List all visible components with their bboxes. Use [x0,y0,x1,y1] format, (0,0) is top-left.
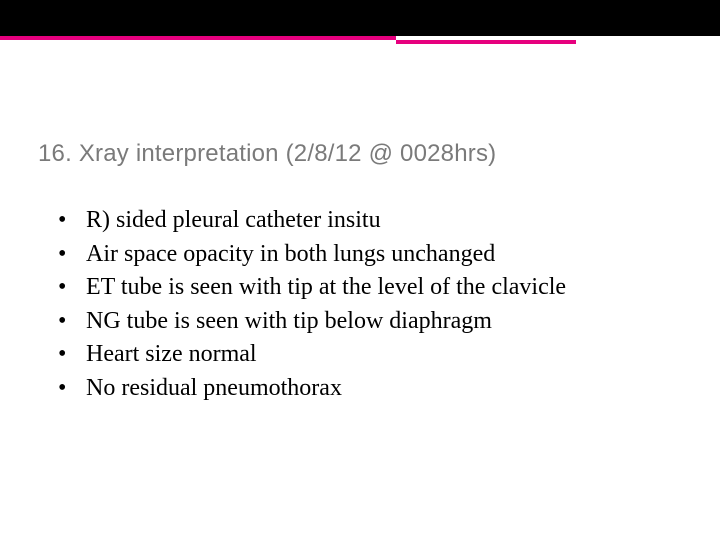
slide: 16. Xray interpretation (2/8/12 @ 0028hr… [0,0,720,540]
list-item: R) sided pleural catheter insitu [58,204,682,238]
list-item: No residual pneumothorax [58,372,682,406]
slide-title: 16. Xray interpretation (2/8/12 @ 0028hr… [38,140,682,168]
list-item: Heart size normal [58,338,682,372]
list-item: ET tube is seen with tip at the level of… [58,271,682,305]
accent-segment [0,40,396,44]
list-item: NG tube is seen with tip below diaphragm [58,305,682,339]
top-bar [0,0,720,36]
accent-row-2 [0,40,720,44]
accent-lines [0,36,720,44]
list-item: Air space opacity in both lungs unchange… [58,238,682,272]
accent-segment [396,40,576,44]
accent-segment [576,40,720,44]
bullet-list: R) sided pleural catheter insituAir spac… [58,204,682,406]
